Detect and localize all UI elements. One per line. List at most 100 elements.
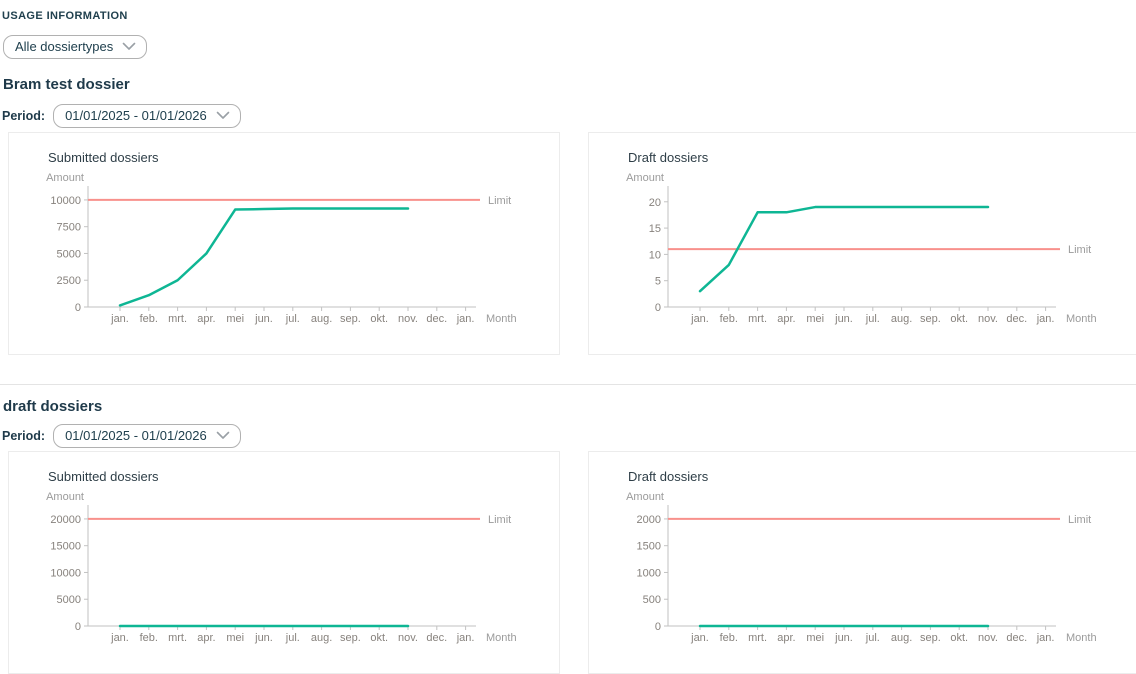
x-tick-label: nov. [978, 313, 998, 325]
chart-card-draft-dossiers: Draft dossiers Amount 0 5 10 15 20 jan. feb. mrt… [588, 132, 1136, 355]
y-tick-label: 15000 [50, 541, 81, 553]
x-tick-label: dec. [1006, 313, 1027, 325]
x-tick-label: jul. [865, 632, 880, 644]
y-axis-title: Amount [46, 491, 84, 503]
x-tick-label: jan. [110, 313, 129, 325]
x-tick-label: jan. [456, 313, 475, 325]
x-tick-label: jun. [834, 313, 853, 325]
y-tick-label: 2500 [57, 275, 81, 287]
line-chart-draft-dossiers: Amount 0 5 10 15 20 jan. feb. mrt. apr. mei jun. jul… [626, 172, 1097, 325]
x-tick-label: sep. [920, 313, 941, 325]
x-tick-label: jun. [254, 632, 273, 644]
section-heading: draft dossiers [3, 398, 103, 415]
y-tick-label: 5000 [57, 248, 81, 260]
x-axis-title: Month [1066, 313, 1097, 325]
x-tick-label: mrt. [748, 632, 767, 644]
x-tick-label: sep. [340, 313, 361, 325]
series-line [118, 207, 410, 307]
x-tick-label: aug. [311, 632, 332, 644]
y-tick-label: 2000 [637, 514, 661, 526]
x-tick-label: mei [226, 313, 244, 325]
chart-title: Submitted dossiers [48, 150, 159, 165]
y-tick-label: 20000 [50, 514, 81, 526]
x-tick-label: aug. [891, 632, 912, 644]
period-label: Period: [2, 109, 46, 123]
chart-card-submitted-dossiers: Submitted dossiers Amount 0 2500 5000 7500 10… [8, 132, 560, 355]
dossier-type-dropdown[interactable]: Alle dossiertypes [3, 35, 148, 59]
x-tick-label: jan. [456, 632, 475, 644]
x-tick-label: feb. [140, 313, 158, 325]
page-title: USAGE INFORMATION [2, 10, 128, 22]
period-row: Period: 01/01/2025 - 01/01/2026 [2, 104, 1136, 128]
limit-label: Limit [488, 514, 511, 526]
x-tick-label: mrt. [748, 313, 767, 325]
chart-title: Draft dossiers [628, 150, 709, 165]
charts-row: Submitted dossiers Amount 0 5000 10000 15000… [8, 451, 1136, 674]
y-tick-label: 20 [649, 197, 661, 209]
x-axis-title: Month [486, 313, 517, 325]
x-tick-label: jun. [834, 632, 853, 644]
x-tick-label: nov. [398, 313, 418, 325]
y-tick-label: 0 [655, 621, 661, 633]
x-tick-label: jan. [110, 632, 129, 644]
x-tick-label: aug. [311, 313, 332, 325]
period-dropdown-value: 01/01/2025 - 01/01/2026 [65, 108, 207, 123]
section-bram-test-dossier: Bram test dossier Period: 01/01/2025 - 0… [0, 76, 1136, 355]
x-tick-label: jul. [865, 313, 880, 325]
limit-label: Limit [1068, 244, 1091, 256]
x-tick-label: okt. [370, 313, 388, 325]
x-tick-label: jul. [285, 632, 300, 644]
y-axis-title: Amount [626, 172, 664, 184]
y-tick-label: 5000 [57, 594, 81, 606]
x-tick-label: jan. [690, 632, 709, 644]
line-chart-draft-dossiers: Amount 0 500 1000 1500 2000 jan. feb. mrt. apr. me… [626, 491, 1097, 644]
x-tick-label: okt. [950, 632, 968, 644]
section-draft-dossiers: draft dossiers Period: 01/01/2025 - 01/0… [0, 398, 1136, 674]
x-tick-label: apr. [777, 632, 795, 644]
y-tick-label: 1000 [637, 567, 661, 579]
x-axis-title: Month [486, 632, 517, 644]
x-tick-label: dec. [426, 313, 447, 325]
period-row: Period: 01/01/2025 - 01/01/2026 [2, 424, 1136, 448]
chevron-down-icon [122, 42, 136, 50]
y-tick-label: 10000 [50, 567, 81, 579]
chevron-down-icon [216, 111, 230, 119]
x-tick-label: jan. [1036, 632, 1055, 644]
y-tick-label: 10000 [50, 195, 81, 207]
y-tick-label: 15 [649, 223, 661, 235]
period-dropdown[interactable]: 01/01/2025 - 01/01/2026 [53, 104, 241, 128]
y-tick-label: 0 [75, 621, 81, 633]
x-tick-label: mrt. [168, 313, 187, 325]
x-tick-label: feb. [140, 632, 158, 644]
line-chart-submitted-dossiers: Amount 0 2500 5000 7500 10000 jan. feb. mrt. apr.… [46, 172, 517, 325]
x-tick-label: apr. [197, 313, 215, 325]
x-tick-label: mei [226, 632, 244, 644]
x-tick-label: jan. [690, 313, 709, 325]
section-divider [0, 384, 1136, 385]
x-tick-label: apr. [197, 632, 215, 644]
x-tick-label: apr. [777, 313, 795, 325]
x-tick-label: sep. [920, 632, 941, 644]
series-line [698, 205, 990, 293]
y-tick-label: 1500 [637, 541, 661, 553]
chevron-down-icon [216, 431, 230, 439]
x-tick-label: okt. [370, 632, 388, 644]
x-tick-label: feb. [720, 632, 738, 644]
dossier-type-dropdown-value: Alle dossiertypes [15, 39, 114, 54]
line-chart-submitted-dossiers: Amount 0 5000 10000 15000 20000 jan. feb. mrt. ap… [46, 491, 517, 644]
x-tick-label: sep. [340, 632, 361, 644]
period-dropdown-value: 01/01/2025 - 01/01/2026 [65, 428, 207, 443]
chart-title: Draft dossiers [628, 469, 709, 484]
charts-row: Submitted dossiers Amount 0 2500 5000 7500 10… [8, 132, 1136, 355]
x-tick-label: jul. [285, 313, 300, 325]
period-dropdown[interactable]: 01/01/2025 - 01/01/2026 [53, 424, 241, 448]
x-tick-label: jun. [254, 313, 273, 325]
x-tick-label: dec. [426, 632, 447, 644]
y-axis-title: Amount [46, 172, 84, 184]
x-tick-label: mei [806, 313, 824, 325]
section-heading: Bram test dossier [3, 76, 130, 93]
x-tick-label: jan. [1036, 313, 1055, 325]
x-tick-label: okt. [950, 313, 968, 325]
x-tick-label: nov. [398, 632, 418, 644]
